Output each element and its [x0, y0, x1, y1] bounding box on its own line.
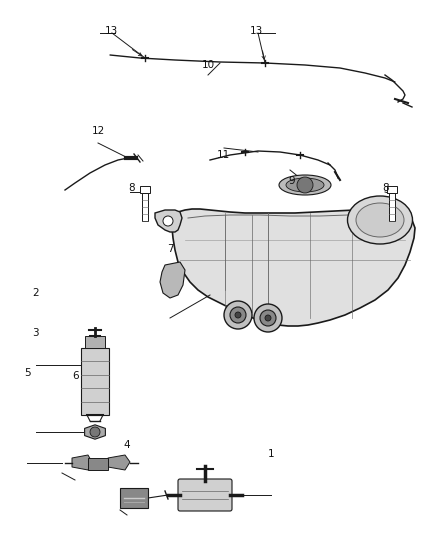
Bar: [85, 336, 105, 348]
Polygon shape: [155, 210, 182, 232]
Polygon shape: [108, 455, 130, 470]
Polygon shape: [88, 458, 108, 470]
Text: 12: 12: [92, 126, 105, 135]
Text: 3: 3: [32, 328, 39, 338]
Polygon shape: [160, 262, 185, 298]
Text: 2: 2: [32, 288, 39, 298]
Ellipse shape: [286, 178, 324, 192]
Ellipse shape: [279, 175, 331, 195]
Polygon shape: [172, 209, 415, 326]
Polygon shape: [85, 425, 106, 439]
Text: 4: 4: [124, 440, 131, 450]
Circle shape: [254, 304, 282, 332]
Circle shape: [90, 427, 100, 437]
Text: 10: 10: [201, 60, 215, 70]
Text: 9: 9: [288, 176, 295, 186]
Circle shape: [297, 177, 313, 193]
Circle shape: [235, 312, 241, 318]
Bar: [142, 193, 148, 221]
Bar: [81, 348, 109, 415]
Text: 6: 6: [72, 371, 79, 381]
Bar: [387, 186, 397, 193]
Text: 7: 7: [167, 245, 174, 254]
Circle shape: [265, 315, 271, 321]
Bar: [389, 193, 395, 221]
Text: 13: 13: [105, 26, 118, 36]
Circle shape: [163, 216, 173, 226]
Polygon shape: [72, 455, 92, 470]
Bar: [140, 186, 150, 193]
Ellipse shape: [347, 196, 413, 244]
Text: 8: 8: [128, 183, 135, 192]
Ellipse shape: [356, 203, 404, 237]
Text: 11: 11: [217, 150, 230, 159]
Bar: [120, 488, 148, 508]
Circle shape: [260, 310, 276, 326]
Circle shape: [230, 307, 246, 323]
Text: 1: 1: [268, 449, 275, 459]
Text: 13: 13: [250, 26, 263, 36]
Text: 8: 8: [382, 183, 389, 192]
FancyBboxPatch shape: [178, 479, 232, 511]
Circle shape: [224, 301, 252, 329]
Text: 5: 5: [24, 368, 31, 378]
